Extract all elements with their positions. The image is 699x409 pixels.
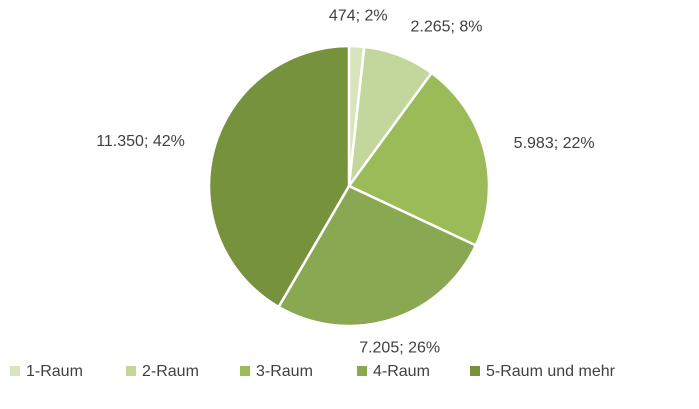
legend-label: 4-Raum bbox=[373, 363, 430, 380]
legend-swatch bbox=[10, 366, 20, 376]
legend-label: 3-Raum bbox=[256, 363, 313, 380]
data-label: 11.350; 42% bbox=[96, 133, 185, 150]
data-label: 5.983; 22% bbox=[514, 135, 595, 152]
legend-swatch bbox=[126, 366, 136, 376]
pie-slice bbox=[276, 184, 478, 328]
legend-label: 2-Raum bbox=[142, 363, 199, 380]
data-label: 474; 2% bbox=[329, 7, 388, 24]
legend-swatch bbox=[357, 366, 367, 376]
legend-swatch bbox=[240, 366, 250, 376]
data-label: 7.205; 26% bbox=[359, 339, 440, 356]
legend-label: 5-Raum und mehr bbox=[486, 363, 616, 380]
pie-slice bbox=[207, 44, 351, 309]
legend-label: 1-Raum bbox=[26, 363, 83, 380]
data-label: 2.265; 8% bbox=[410, 19, 482, 36]
legend-swatch bbox=[470, 366, 480, 376]
